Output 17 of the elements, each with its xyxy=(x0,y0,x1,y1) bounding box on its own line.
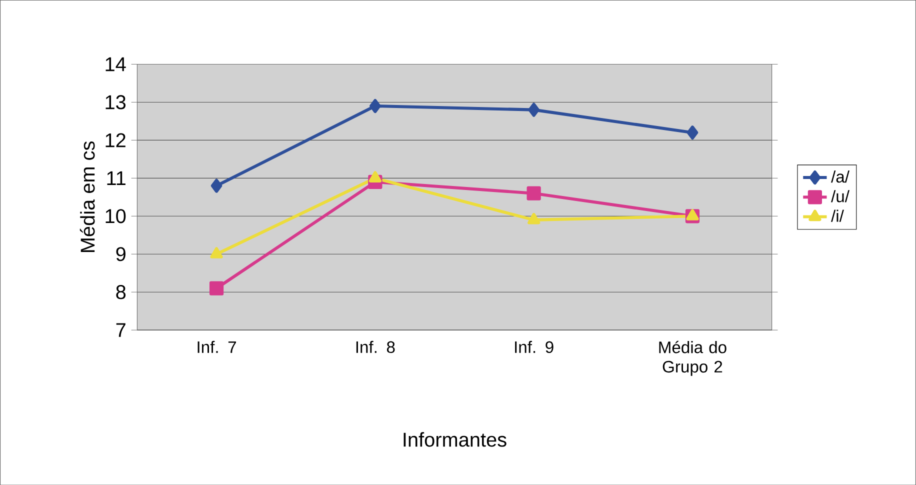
x-tick-label: Média do Grupo 2 xyxy=(659,340,726,376)
y-axis-title: Média em cs xyxy=(80,141,95,252)
y-tick-label: 13 xyxy=(106,95,126,110)
y-tick-label: 11 xyxy=(107,171,126,185)
y-tick-label: 9 xyxy=(116,246,126,262)
y-tick-label: 12 xyxy=(106,133,126,148)
y-tick-label: 10 xyxy=(106,208,126,224)
x-tick-label: Inf. 8 xyxy=(356,340,395,353)
y-tick-label: 8 xyxy=(116,284,126,300)
x-axis-title: Informantes xyxy=(404,432,506,447)
x-tick-label: Inf. 7 xyxy=(198,340,236,353)
legend-label: /a/ xyxy=(831,170,850,183)
x-tick-label: Inf. 9 xyxy=(515,340,554,353)
legend-label: /i/ xyxy=(831,210,844,222)
y-tick-label: 7 xyxy=(116,323,126,337)
legend-label: /u/ xyxy=(831,190,850,202)
y-tick-label: 14 xyxy=(106,57,126,71)
